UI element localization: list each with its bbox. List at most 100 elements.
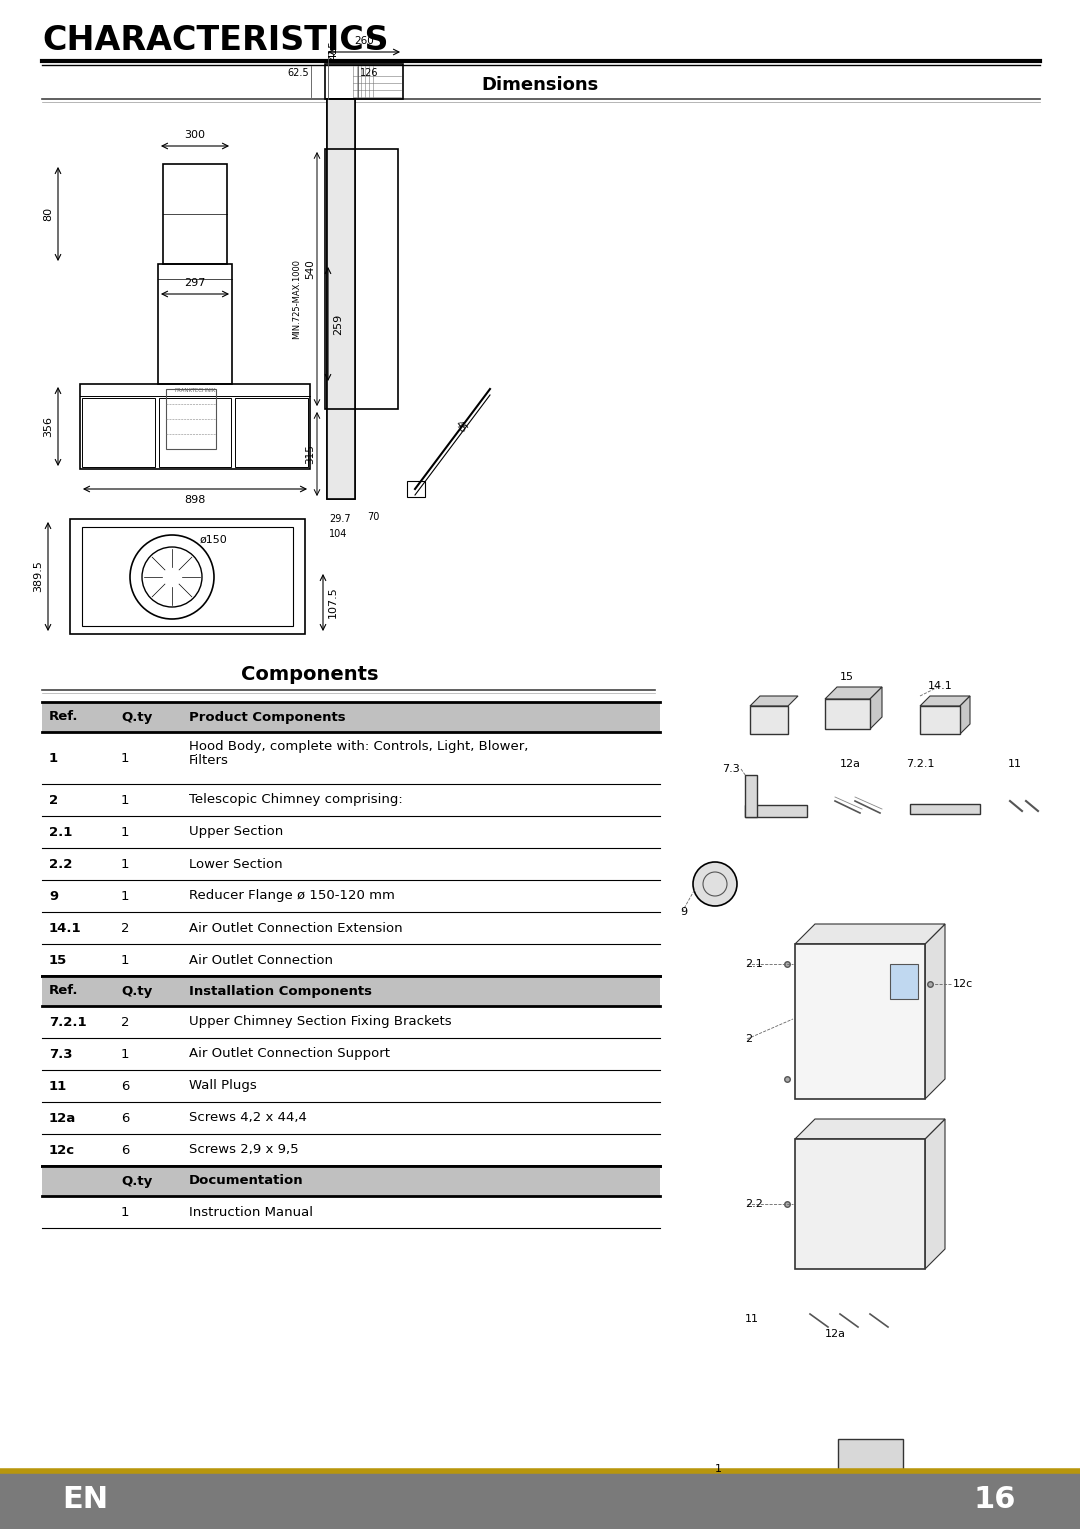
Text: 898: 898 [185,495,205,505]
Text: 16: 16 [974,1486,1016,1515]
Text: 107.5: 107.5 [328,587,338,618]
Text: 104: 104 [329,529,348,540]
Text: 2: 2 [121,922,130,934]
Text: Q.ty: Q.ty [121,711,152,723]
Text: 14.1: 14.1 [928,680,953,691]
Text: 6: 6 [121,1112,130,1124]
Text: Q.ty: Q.ty [121,985,152,997]
Text: 2.1: 2.1 [49,826,72,838]
Polygon shape [795,924,945,943]
Text: 15: 15 [49,954,67,966]
Text: Ref.: Ref. [49,985,79,997]
Text: Upper Chimney Section Fixing Brackets: Upper Chimney Section Fixing Brackets [189,1015,451,1029]
Text: 356: 356 [43,416,53,437]
Text: 7.3: 7.3 [49,1047,72,1061]
Text: 11: 11 [49,1079,67,1093]
Bar [920,706,960,734]
Text: 80: 80 [43,206,53,222]
Text: 1: 1 [49,751,58,764]
Text: FRANKTECHNIK: FRANKTECHNIK [174,387,216,393]
Text: 12a: 12a [825,1329,846,1339]
Text: Upper Section: Upper Section [189,826,283,838]
Text: Air Outlet Connection: Air Outlet Connection [189,954,333,966]
Text: 2: 2 [745,1034,752,1044]
Text: 12a: 12a [839,758,861,769]
Bar [159,398,231,466]
Text: 315: 315 [305,443,315,463]
Text: ø150: ø150 [200,535,228,544]
Text: Telescopic Chimney comprising:: Telescopic Chimney comprising: [189,794,403,806]
Text: 260: 260 [354,37,374,46]
Text: 415: 415 [328,40,338,60]
Bar [80,384,310,469]
Bar [838,1439,903,1494]
Bar [407,482,426,497]
Text: Documentation: Documentation [189,1174,303,1188]
Text: Instruction Manual: Instruction Manual [189,1205,313,1219]
Text: CHARACTERISTICS: CHARACTERISTICS [42,24,389,58]
Bar [325,64,403,99]
Bar [795,1139,924,1269]
Text: 70: 70 [367,512,379,521]
Bar [163,164,227,265]
Bar [745,804,807,816]
Bar [82,528,293,625]
Bar [42,1167,660,1196]
Text: 12c: 12c [953,979,973,989]
Text: 7.3: 7.3 [723,764,740,774]
Text: 7.2.1: 7.2.1 [49,1015,86,1029]
Text: Lower Section: Lower Section [189,858,283,870]
Text: Ref.: Ref. [49,711,79,723]
Text: MIN.725-MAX.1000: MIN.725-MAX.1000 [293,258,301,339]
Bar [327,99,355,498]
Text: 1: 1 [121,1047,130,1061]
Polygon shape [924,1119,945,1269]
Polygon shape [825,687,882,699]
Text: 1: 1 [121,890,130,902]
Text: 14.1: 14.1 [49,922,82,934]
Bar [795,943,924,1099]
Polygon shape [920,696,970,706]
Bar [745,775,757,816]
Text: Wall Plugs: Wall Plugs [189,1079,257,1093]
Text: 1: 1 [121,1205,130,1219]
Text: 12a: 12a [49,1112,77,1124]
Text: 1: 1 [121,751,130,764]
Text: 2.2: 2.2 [745,1199,762,1209]
Text: 2.1: 2.1 [745,959,762,969]
Bar [42,702,660,732]
Text: 1: 1 [121,826,130,838]
Text: 45: 45 [453,419,469,434]
Text: Installation Components: Installation Components [189,985,372,997]
Bar [890,963,918,998]
Bar [158,265,232,384]
Text: 29.7: 29.7 [329,514,351,524]
Text: 540: 540 [305,258,315,278]
Bar [825,699,870,729]
Text: Components: Components [241,665,379,683]
Bar [42,976,660,1006]
Text: Air Outlet Connection Extension: Air Outlet Connection Extension [189,922,403,934]
Bar [70,518,305,635]
Polygon shape [870,687,882,729]
Text: EN: EN [62,1486,108,1515]
Text: 1: 1 [121,794,130,806]
Text: Screws 4,2 x 44,4: Screws 4,2 x 44,4 [189,1112,307,1124]
Text: 12c: 12c [49,1144,76,1156]
Text: Filters: Filters [189,754,229,768]
Bar [166,388,216,450]
Text: Dimensions: Dimensions [482,76,598,93]
Polygon shape [710,1498,1030,1529]
Polygon shape [795,1119,945,1139]
Circle shape [693,862,737,907]
Text: Reducer Flange ø 150-120 mm: Reducer Flange ø 150-120 mm [189,890,395,902]
Text: 15: 15 [840,673,854,682]
Text: 126: 126 [360,69,378,78]
Text: 2.2: 2.2 [49,858,72,870]
Text: Screws 2,9 x 9,5: Screws 2,9 x 9,5 [189,1144,299,1156]
Polygon shape [960,696,970,734]
Text: 7.2.1: 7.2.1 [906,758,934,769]
Bar [750,706,788,734]
Bar [0,1471,1080,1529]
Text: 2: 2 [49,794,58,806]
